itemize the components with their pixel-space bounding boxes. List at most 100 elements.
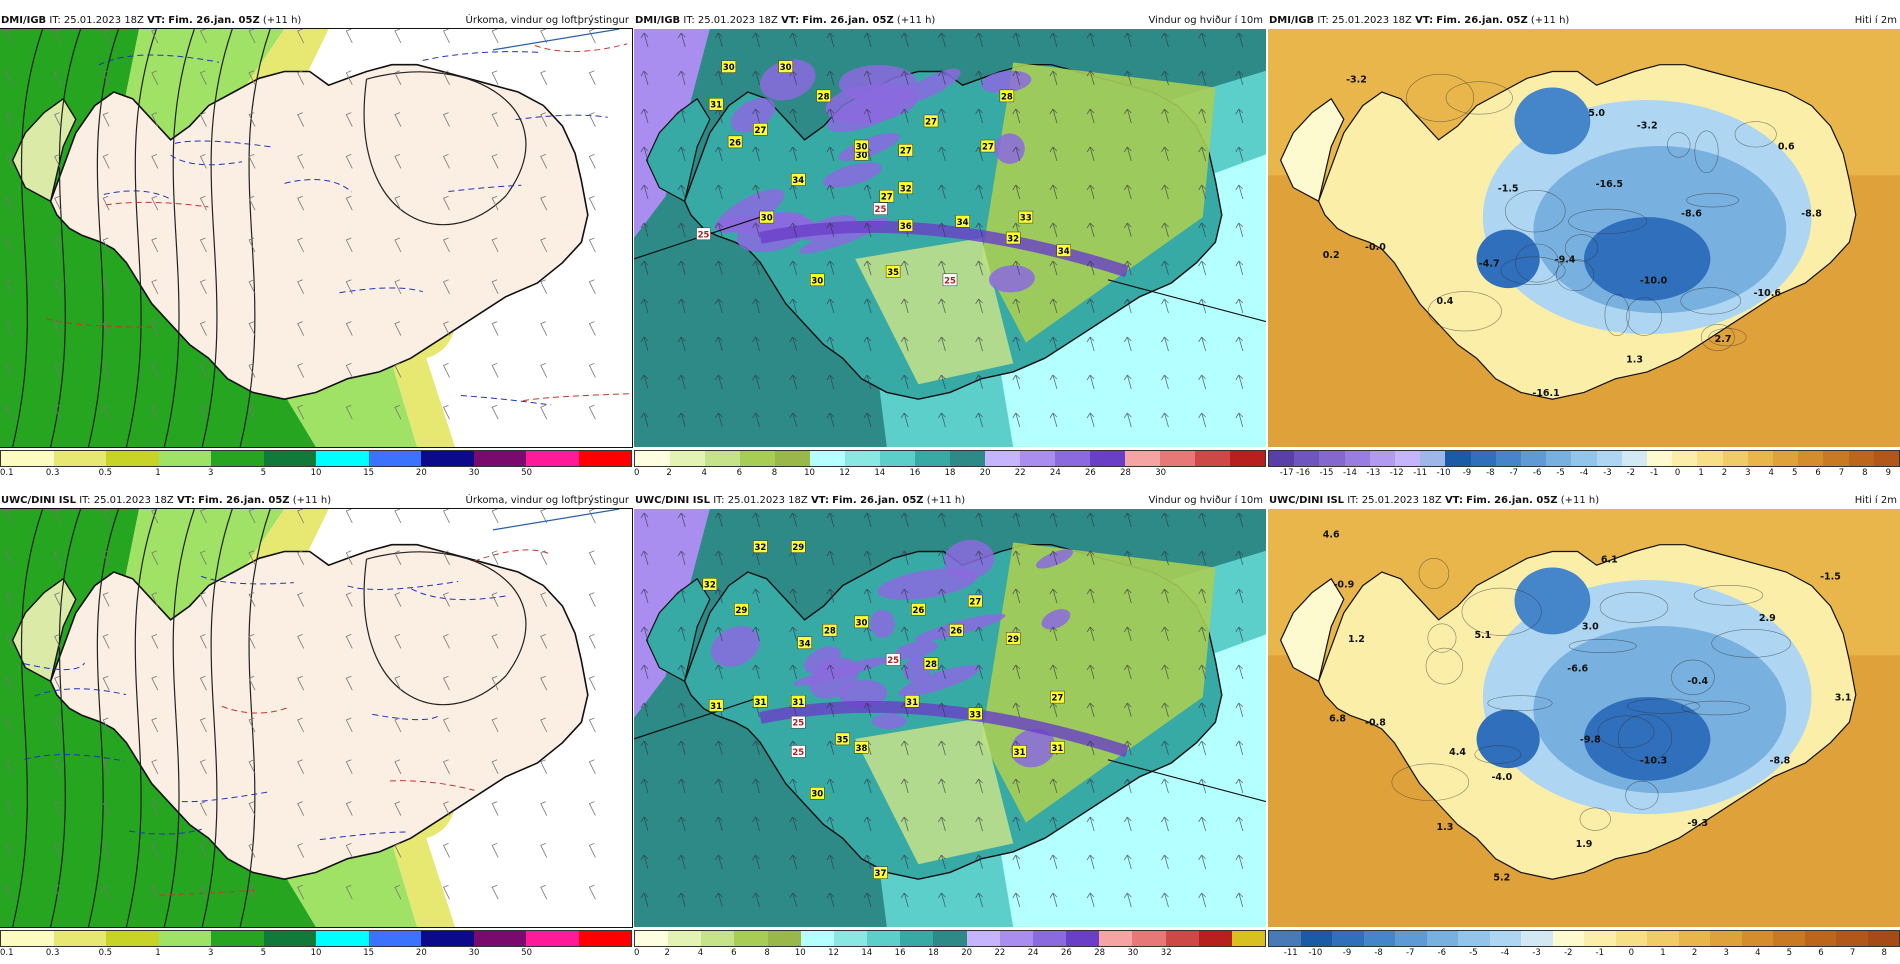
svg-text:31: 31 <box>710 101 722 111</box>
gust-speed-label: 34 <box>955 215 970 228</box>
colorbar-cell <box>1269 451 1295 466</box>
colorbar-tick-label: 18 <box>944 468 956 478</box>
colorbar-cell <box>1722 451 1748 466</box>
colorbar-cell <box>900 931 934 946</box>
gust-speed-label: 25 <box>791 715 806 729</box>
svg-text:-9.4: -9.4 <box>1555 254 1576 265</box>
gust-speed-label: 25 <box>791 745 806 758</box>
lead-time: (+11 h) <box>292 495 332 506</box>
colorbar-cell <box>1678 931 1710 946</box>
init-time: IT: 25.01.2023 18Z <box>1317 15 1412 26</box>
gust-speed-label: 27 <box>753 123 768 136</box>
model-name: DMI/IGB <box>1 15 47 26</box>
temperature-label: 0.2 <box>1323 250 1340 261</box>
svg-text:-3.2: -3.2 <box>1637 121 1658 132</box>
colorbar-cell <box>1571 451 1597 466</box>
svg-text:34: 34 <box>799 639 811 649</box>
colorbar-cell <box>1445 451 1471 466</box>
gust-speed-label: 31 <box>753 695 768 708</box>
svg-text:30: 30 <box>856 618 868 628</box>
colorbar-cell <box>53 931 106 946</box>
colorbar-cells <box>0 450 632 467</box>
colorbar-tick-label: 12 <box>839 468 851 478</box>
svg-text:27: 27 <box>881 193 893 203</box>
panel-title: Hiti í 2m <box>1854 495 1897 506</box>
temperature-label: 1.2 <box>1348 634 1365 645</box>
colorbar-tick-label: 3 <box>207 468 214 478</box>
colorbar-cell <box>578 931 631 946</box>
colorbar-cell <box>106 451 159 466</box>
colorbar-cell <box>775 451 810 466</box>
temperature-label: -10.6 <box>1754 288 1782 299</box>
colorbar-tick-label: 6 <box>736 468 743 478</box>
valid-time: Fim. 26.jan. 05Z <box>832 495 924 506</box>
colorbar-cell <box>53 451 106 466</box>
colorbar-cell <box>670 451 705 466</box>
colorbar-cell <box>1647 931 1679 946</box>
gust-speed-label: 27 <box>879 189 895 203</box>
svg-text:6.1: 6.1 <box>1601 555 1618 566</box>
colorbar-tick-label: 0.5 <box>98 468 113 478</box>
colorbar-cell <box>526 931 579 946</box>
gust-speed-label: 32 <box>753 540 768 553</box>
colorbar-cell <box>1584 931 1616 946</box>
svg-text:29: 29 <box>1007 635 1019 645</box>
colorbar-cell <box>1332 931 1364 946</box>
colorbar-cell <box>705 451 740 466</box>
colorbar-cell <box>1300 931 1332 946</box>
temperature-label: -3.2 <box>1637 121 1658 132</box>
colorbar-cell <box>316 931 369 946</box>
colorbar-tick-label: 20 <box>415 468 427 478</box>
colorbar-cell <box>1521 931 1553 946</box>
colorbar-cell <box>1090 451 1125 466</box>
colorbar-tick-label: 9 <box>1885 468 1891 478</box>
colorbar-tick-label: -5 <box>1556 468 1565 478</box>
panel-temp-row2: UWC/DINI ISL IT: 25.01.2023 18Z VT: Fim.… <box>1268 494 1900 964</box>
colorbar-cell <box>999 931 1033 946</box>
colorbar-tick-label: 26 <box>1085 468 1096 478</box>
colorbar-tick-label: 8 <box>771 468 778 478</box>
valid-time-label: VT: <box>1415 15 1434 26</box>
colorbar-cell <box>1458 931 1490 946</box>
colorbar-cell <box>1596 451 1622 466</box>
model-name: UWC/DINI ISL <box>635 495 711 506</box>
colorbar-cell <box>668 931 702 946</box>
colorbar-cell <box>578 451 631 466</box>
temperature-label: 1.3 <box>1626 355 1643 366</box>
svg-text:27: 27 <box>925 117 937 127</box>
colorbar-tick-label: -15 <box>1319 468 1334 478</box>
gust-speed-label: 27 <box>968 594 983 607</box>
panel-header: DMI/IGB IT: 25.01.2023 18Z VT: Fim. 26.j… <box>1268 14 1900 28</box>
colorbar-tick-label: 50 <box>521 468 533 478</box>
temperature-label: 6.1 <box>1601 555 1618 566</box>
colorbar-tick-label: -8 <box>1486 468 1495 478</box>
temperature-label: 5.1 <box>1474 630 1491 641</box>
model-name: UWC/DINI ISL <box>1 495 77 506</box>
colorbar: 0.1 0.3 0.5 1 3 5 10 15 20 30 50 <box>0 450 632 484</box>
colorbar: 0 2 4 6 8 10 12 14 16 18 20 22 24 26 28 30 32 <box>634 930 1266 964</box>
colorbar-cell <box>933 931 967 946</box>
panel-temp-row1: DMI/IGB IT: 25.01.2023 18Z VT: Fim. 26.j… <box>1268 14 1900 484</box>
gust-speed-label: 30 <box>778 60 793 73</box>
svg-text:1.2: 1.2 <box>1348 634 1365 645</box>
valid-time-label: VT: <box>176 495 195 506</box>
valid-time: Fim. 26.jan. 05Z <box>1436 15 1528 26</box>
colorbar-cell <box>635 931 669 946</box>
colorbar-cell <box>473 451 526 466</box>
gust-speed-label: 27 <box>1050 690 1065 704</box>
colorbar-tick-label: -7 <box>1509 468 1519 478</box>
panel-header: DMI/IGB IT: 25.01.2023 18Z VT: Fim. 26.j… <box>634 14 1266 28</box>
colorbar-tick-label: 0 <box>1674 468 1681 478</box>
svg-text:32: 32 <box>704 581 716 591</box>
gust-speed-label: 30 <box>810 786 825 800</box>
svg-text:29: 29 <box>792 543 804 553</box>
svg-text:2.9: 2.9 <box>1759 613 1776 624</box>
svg-text:31: 31 <box>754 698 766 708</box>
svg-text:1.9: 1.9 <box>1576 839 1593 850</box>
colorbar-cell <box>1099 931 1133 946</box>
colorbar-cell <box>880 451 915 466</box>
colorbar-cell <box>1697 451 1723 466</box>
colorbar-tick-label: 5 <box>1791 468 1798 478</box>
svg-text:6.8: 6.8 <box>1329 714 1346 725</box>
